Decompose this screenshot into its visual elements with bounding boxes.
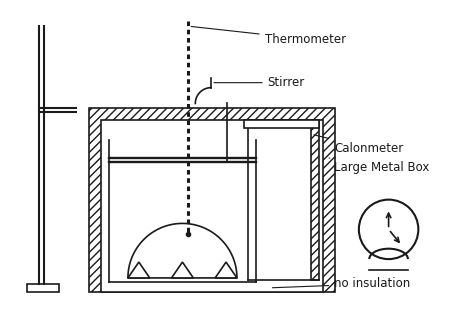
Polygon shape bbox=[128, 223, 237, 278]
Bar bbox=[244, 120, 319, 128]
Polygon shape bbox=[128, 262, 150, 278]
Text: Thermometer: Thermometer bbox=[191, 27, 346, 46]
Text: Large Metal Box: Large Metal Box bbox=[329, 158, 430, 174]
Polygon shape bbox=[215, 262, 237, 278]
Bar bbox=[101, 120, 323, 292]
Bar bbox=[89, 108, 335, 292]
Circle shape bbox=[359, 200, 419, 259]
Polygon shape bbox=[171, 262, 194, 278]
Bar bbox=[311, 120, 319, 280]
Text: no insulation: no insulation bbox=[272, 277, 410, 290]
Text: Stirrer: Stirrer bbox=[214, 76, 305, 89]
Bar bbox=[27, 284, 58, 292]
Text: Calonmeter: Calonmeter bbox=[314, 135, 403, 155]
